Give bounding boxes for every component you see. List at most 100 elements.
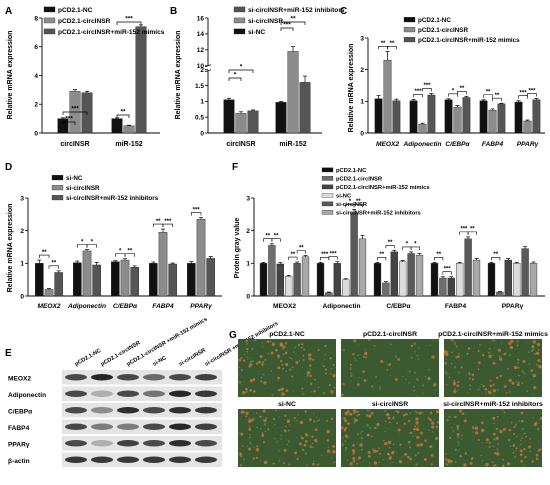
cell-texture <box>353 420 356 423</box>
cell-texture <box>301 366 304 369</box>
cell-texture <box>444 461 446 464</box>
lipid-droplet <box>246 343 248 345</box>
lipid-droplet <box>304 432 307 435</box>
lipid-droplet <box>284 414 287 417</box>
bar <box>504 259 512 297</box>
lipid-droplet <box>446 373 449 375</box>
lipid-droplet <box>492 361 496 365</box>
legend-entry: pCD2.1-NC <box>336 168 367 174</box>
panel-a-chart: A 0 2 4 6 8 Relative mRNA expression circINSR mi… <box>5 6 165 148</box>
lipid-droplet <box>255 412 258 415</box>
panel-d-chart: D 0 1 2 3 Relative mRNA expression MEOX2 Adipon… <box>5 162 222 310</box>
lipid-droplet <box>466 352 469 355</box>
lipid-droplet <box>300 346 303 349</box>
lipid-droplet <box>302 354 305 357</box>
lipid-droplet <box>444 362 447 365</box>
lipid-droplet <box>303 348 305 351</box>
cell-texture <box>282 347 285 350</box>
lipid-droplet <box>285 425 287 428</box>
cell-texture <box>488 347 491 350</box>
lipid-droplet <box>376 449 379 453</box>
cell-texture <box>448 415 451 419</box>
bar <box>333 263 341 297</box>
y-tick-label: 0 <box>20 293 24 300</box>
significance-bracket <box>288 256 298 261</box>
lipid-droplet <box>249 388 252 392</box>
y-tick-label: 2 <box>34 102 38 109</box>
bar <box>430 263 439 297</box>
lipid-droplet <box>512 444 515 447</box>
cell-texture <box>518 420 521 422</box>
cell-texture <box>341 442 344 445</box>
cell-texture <box>490 339 492 342</box>
cell-texture <box>522 435 524 437</box>
protein-band <box>91 423 113 430</box>
cell-texture <box>461 386 464 388</box>
lipid-droplet <box>277 366 281 370</box>
lipid-droplet <box>427 417 430 420</box>
micrograph-title: pCD2.1-NC <box>269 331 305 338</box>
significance-label: ** <box>291 252 296 258</box>
legend-swatch <box>43 6 56 13</box>
cell-texture <box>488 441 491 445</box>
protein-label: Adiponectin <box>8 392 46 399</box>
lipid-droplet <box>360 448 363 451</box>
lipid-droplet <box>388 456 392 460</box>
lipid-droplet <box>485 462 489 467</box>
lipid-droplet <box>397 357 401 361</box>
lipid-droplet <box>332 373 336 378</box>
lipid-droplet <box>388 363 391 367</box>
lipid-droplet <box>431 421 435 425</box>
cell-texture <box>252 347 254 350</box>
lipid-droplet <box>455 356 458 359</box>
cell-texture <box>253 417 256 420</box>
lipid-droplet <box>249 434 251 436</box>
lane-label: si-NC <box>152 355 168 368</box>
lipid-droplet <box>499 357 503 361</box>
bar <box>464 238 472 297</box>
lipid-droplet <box>240 455 243 458</box>
cell-texture <box>457 389 459 391</box>
cell-texture <box>281 367 285 371</box>
protein-band <box>117 456 139 463</box>
cell-texture <box>418 346 420 349</box>
cell-texture <box>371 448 375 451</box>
lipid-droplet <box>327 446 330 448</box>
lipid-droplet <box>358 413 361 416</box>
cell-texture <box>479 343 481 346</box>
bar <box>382 282 390 297</box>
lipid-droplet <box>514 456 516 458</box>
lipid-droplet <box>325 419 328 422</box>
lipid-droplet <box>256 445 259 448</box>
protein-band <box>65 407 87 414</box>
cell-texture <box>302 392 305 396</box>
lipid-droplet <box>472 426 475 430</box>
x-tick-label: circINSR <box>60 141 89 148</box>
cell-texture <box>259 427 262 430</box>
protein-band <box>143 390 165 397</box>
lipid-droplet <box>431 425 435 429</box>
legend-entry: pCD2.1-circINSR+miR-152 mimics <box>58 29 165 36</box>
lipid-droplet <box>491 355 493 357</box>
cell-texture <box>529 450 532 453</box>
lipid-droplet <box>498 355 501 358</box>
cell-texture <box>507 380 510 382</box>
bar <box>135 26 147 134</box>
lipid-droplet <box>523 464 525 466</box>
y-tick-label: 3 <box>360 35 364 42</box>
cell-texture <box>532 416 534 419</box>
y-tick-label: 1 <box>200 99 204 106</box>
cell-texture <box>509 354 512 357</box>
cell-texture <box>238 366 240 369</box>
cell-texture <box>467 392 469 394</box>
cell-texture <box>346 458 349 461</box>
cell-texture <box>302 358 305 362</box>
cell-texture <box>355 462 359 465</box>
significance-bracket <box>280 27 294 31</box>
bar <box>293 263 301 297</box>
cell-texture <box>274 423 276 426</box>
lipid-droplet <box>536 343 540 347</box>
lipid-droplet <box>368 338 371 342</box>
lipid-droplet <box>267 428 270 431</box>
